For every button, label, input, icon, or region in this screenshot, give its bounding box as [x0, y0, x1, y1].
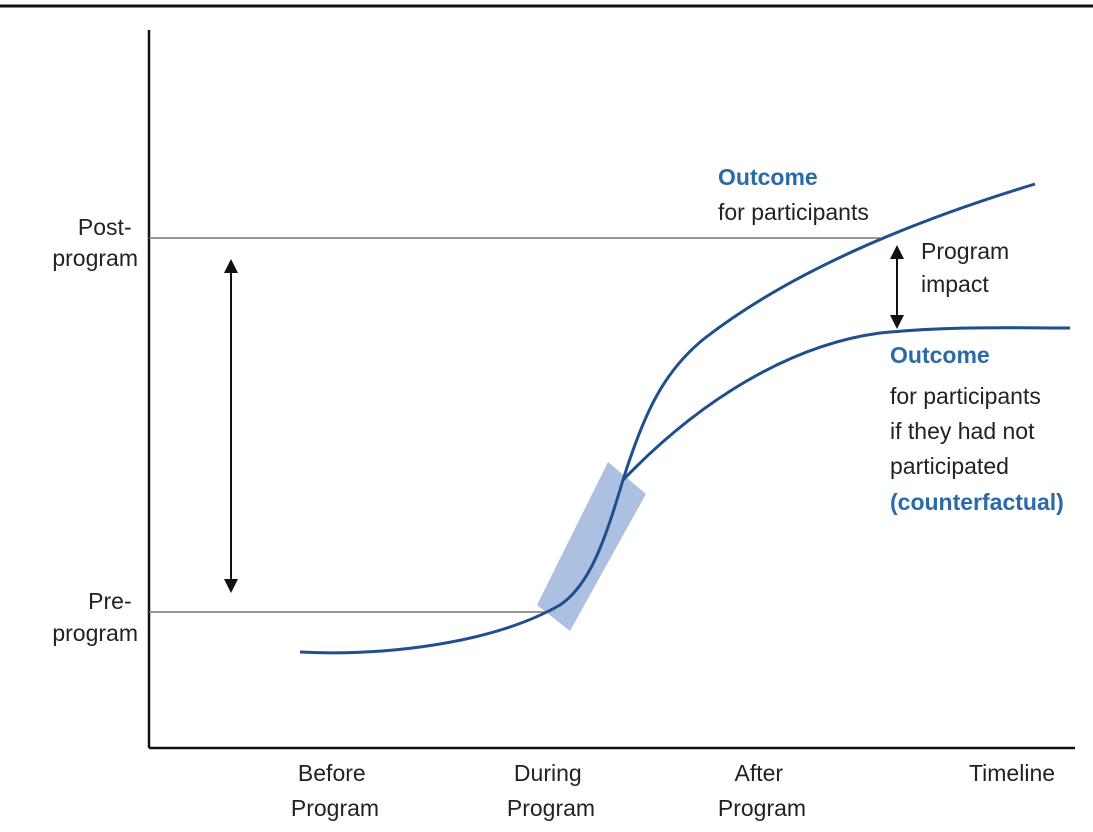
timeline-label: Timeline	[969, 760, 1055, 786]
pre-program-label-line1: Pre-	[88, 588, 131, 614]
counterfactual-outcome-line1: for participants	[890, 383, 1041, 409]
post-program-label: Post- program	[52, 214, 138, 271]
during-program-label: During Program	[507, 760, 595, 821]
before-program-label-line1: Before	[298, 760, 366, 786]
after-program-label-line1: After	[735, 760, 784, 786]
participant-outcome-subtitle: for participants	[718, 199, 869, 225]
pre-program-outcome-curve	[299, 479, 625, 655]
participant-outcome-curve	[621, 182, 1036, 481]
counterfactual-outcome-title: Outcome	[890, 342, 990, 368]
post-program-label-line1: Post-	[78, 214, 132, 240]
counterfactual-word: (counterfactual)	[890, 489, 1064, 515]
pre-program-label-line2: program	[52, 620, 138, 646]
counterfactual-outcome-curve	[621, 326, 1071, 482]
counterfactual-outcome-line2: if they had not	[890, 418, 1035, 444]
program-impact-label: Program impact	[921, 238, 1016, 297]
post-program-label-line2: program	[52, 245, 138, 271]
participant-outcome-title: Outcome	[718, 164, 818, 190]
counterfactual-outcome-line3: participated	[890, 453, 1009, 479]
program-impact-label-line1: Program	[921, 238, 1009, 264]
before-program-label-line2: Program	[291, 795, 379, 821]
during-program-label-line2: Program	[507, 795, 595, 821]
after-program-label: After Program	[718, 760, 806, 821]
during-program-label-line1: During	[514, 760, 582, 786]
before-program-label: Before Program	[291, 760, 379, 821]
program-period-highlight	[537, 462, 646, 631]
program-impact-label-line2: impact	[921, 271, 989, 297]
after-program-label-line2: Program	[718, 795, 806, 821]
pre-program-label: Pre- program	[52, 588, 138, 646]
